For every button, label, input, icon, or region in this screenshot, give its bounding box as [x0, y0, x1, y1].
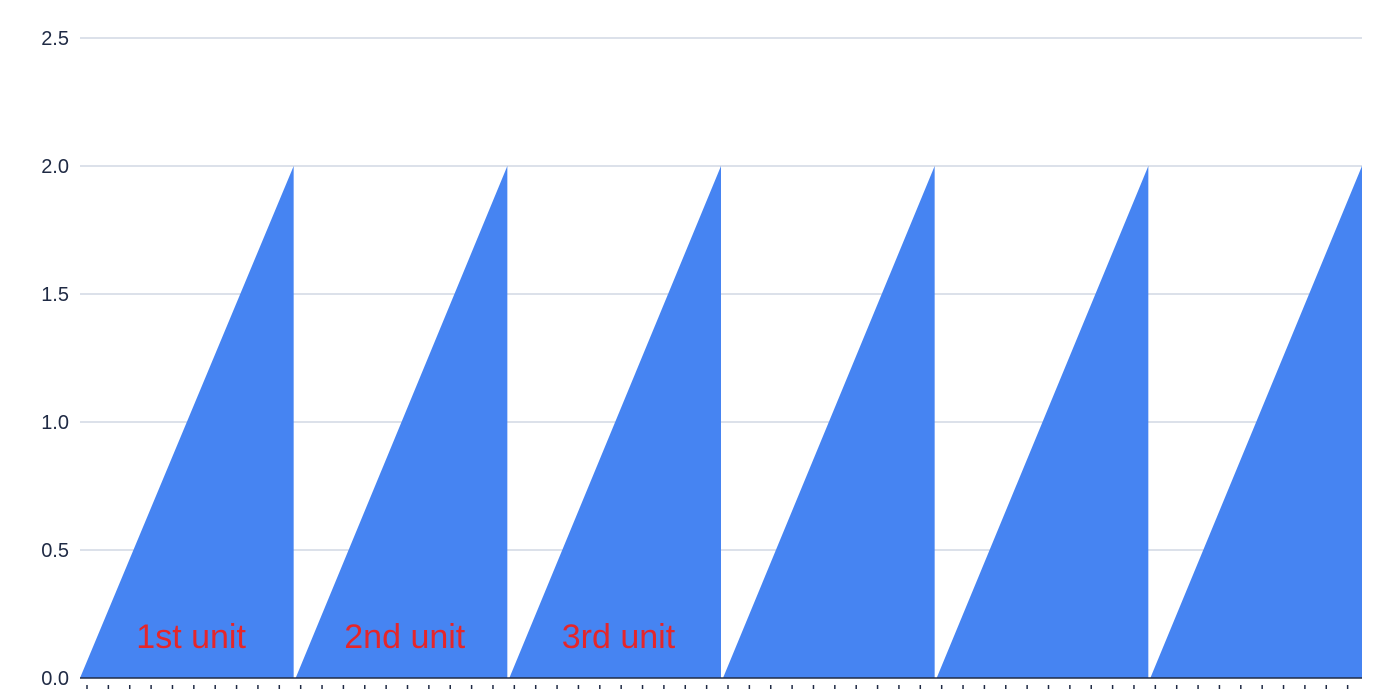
sawtooth-area-cycle-6 — [1150, 166, 1362, 678]
sawtooth-area-cycle-3 — [509, 166, 721, 678]
y-axis-tick-labels: 0.0 0.5 1.0 1.5 2.0 2.5 — [41, 28, 69, 690]
series-areas — [80, 166, 1362, 678]
y-tick-label: 1.5 — [41, 284, 69, 306]
sawtooth-area-cycle-5 — [936, 166, 1149, 678]
x-axis — [80, 677, 1362, 689]
annotation-unit-2: 2nd unit — [344, 618, 466, 656]
y-tick-label: 1.0 — [41, 412, 69, 434]
sawtooth-area-cycle-4 — [723, 166, 935, 678]
y-tick-label: 0.0 — [41, 668, 69, 690]
annotation-unit-1: 1st unit — [136, 618, 246, 656]
y-tick-label: 2.5 — [41, 28, 69, 50]
y-tick-label: 0.5 — [41, 540, 69, 562]
y-tick-label: 2.0 — [41, 156, 69, 178]
sawtooth-area-cycle-1 — [80, 166, 294, 678]
annotation-unit-3: 3rd unit — [562, 618, 676, 656]
annotations: 1st unit 2nd unit 3rd unit — [136, 618, 675, 656]
sawtooth-area-cycle-2 — [295, 166, 508, 678]
